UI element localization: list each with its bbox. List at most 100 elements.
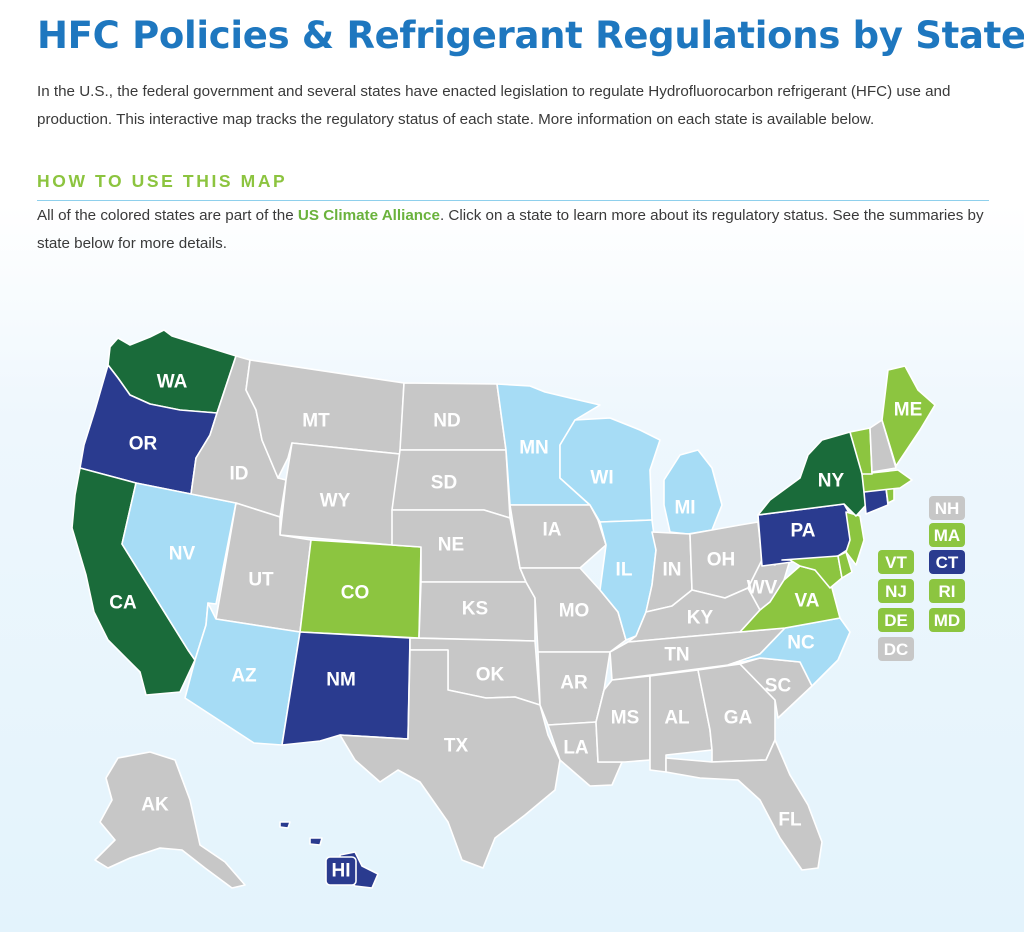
state-label-wv: WV [747,578,778,599]
state-mi[interactable]: MI [663,449,723,535]
state-label-ut: UT [248,570,274,591]
tile-label-dc: DC [884,640,909,659]
state-label-al: AL [664,708,690,729]
tile-md[interactable]: MD [929,608,965,632]
state-label-wi: WI [590,468,613,489]
tile-label-nh: NH [935,499,960,518]
state-ok[interactable]: OK [409,637,541,706]
tile-label-vt: VT [885,553,907,572]
tile-box-ma [929,523,965,547]
state-label-fl: FL [778,810,802,831]
state-label-nv: NV [169,544,196,565]
state-label-oh: OH [707,550,736,571]
state-nc[interactable]: NC [727,617,851,687]
state-nj[interactable] [845,511,865,566]
how-to-text-before: All of the colored states are part of th… [37,207,298,224]
tile-label-ri: RI [939,582,956,601]
us-climate-alliance-link[interactable]: US Climate Alliance [297,207,440,224]
state-hi[interactable]: HI [279,821,379,889]
state-de[interactable] [837,551,853,579]
tile-label-ct: CT [936,553,959,572]
state-label-ks: KS [462,599,488,620]
state-label-nd: ND [433,411,460,432]
state-label-ok: OK [476,665,505,686]
state-label-ga: GA [724,708,753,729]
state-label-ky: KY [687,608,714,629]
state-mo[interactable]: MO [519,567,627,653]
tile-label-md: MD [934,611,960,630]
state-id[interactable]: ID [190,355,287,518]
tile-box-nh [929,496,965,520]
state-label-ak: AK [141,795,169,816]
state-az[interactable]: AZ [184,602,301,746]
tile-label-de: DE [884,611,908,630]
tile-de[interactable]: DE [878,608,914,632]
state-label-hi: HI [332,861,351,882]
state-me[interactable]: ME [881,365,936,467]
state-mt[interactable]: MT [245,359,405,479]
tile-box-nj [878,579,914,603]
page-title: HFC Policies & Refrigerant Regulations b… [37,14,1024,57]
state-label-va: VA [795,591,820,612]
tile-ma[interactable]: MA [929,523,965,547]
state-label-nm: NM [326,670,356,691]
state-label-az: AZ [231,666,257,687]
tile-box-dc [878,637,914,661]
state-label-pa: PA [791,521,816,542]
state-fl[interactable]: FL [665,739,823,871]
state-label-sd: SD [431,473,457,494]
section-divider [37,200,989,201]
tile-ri[interactable]: RI [929,579,965,603]
state-ms[interactable]: MS [595,675,651,763]
tile-label-ma: MA [934,526,960,545]
state-label-sc: SC [765,676,792,697]
how-to-text-after: . Click on a state to learn more about i… [37,207,984,252]
state-label-me: ME [894,400,923,421]
state-co[interactable]: CO [299,539,422,639]
tile-box-vt [878,550,914,574]
how-to-heading: HOW TO USE THIS MAP [37,171,288,191]
state-label-ny: NY [818,471,845,492]
state-ma[interactable] [861,469,913,493]
tile-box-de [878,608,914,632]
state-ak[interactable]: AK [94,751,246,889]
state-label-ne: NE [438,535,464,556]
state-ny[interactable]: NY [757,431,867,517]
state-label-ca: CA [109,593,137,614]
tile-box-md [929,608,965,632]
state-ks[interactable]: KS [418,581,536,642]
state-label-ar: AR [560,673,588,694]
state-label-id: ID [230,464,249,485]
state-label-nc: NC [787,633,815,654]
state-nm[interactable]: NM [281,631,411,746]
state-nh[interactable] [869,419,897,473]
tile-ct[interactable]: CT [929,550,965,574]
state-label-tx: TX [444,736,469,757]
state-wy[interactable]: WY [279,442,401,546]
state-label-mo: MO [559,601,590,622]
state-sd[interactable]: SD [391,449,511,519]
state-label-ms: MS [611,708,640,729]
state-label-tn: TN [664,645,689,666]
state-ia[interactable]: IA [509,504,607,569]
state-vt[interactable] [849,427,873,475]
state-label-mn: MN [519,438,549,459]
tile-vt[interactable]: VT [878,550,914,574]
state-label-co: CO [341,583,370,604]
state-nd[interactable]: ND [399,382,507,451]
state-tx[interactable]: TX [339,649,561,869]
state-label-mi: MI [674,498,695,519]
tile-box-ri [929,579,965,603]
state-al[interactable]: AL [649,669,713,773]
tile-dc[interactable]: DC [878,637,914,661]
state-label-mt: MT [302,411,330,432]
state-label-wa: WA [157,372,188,393]
state-label-in: IN [663,560,682,581]
tile-label-nj: NJ [885,582,907,601]
intro-paragraph: In the U.S., the federal government and … [37,83,951,128]
how-to-paragraph: All of the colored states are part of th… [37,202,997,258]
tile-nh[interactable]: NH [929,496,965,520]
tile-nj[interactable]: NJ [878,579,914,603]
state-label-il: IL [616,560,633,581]
